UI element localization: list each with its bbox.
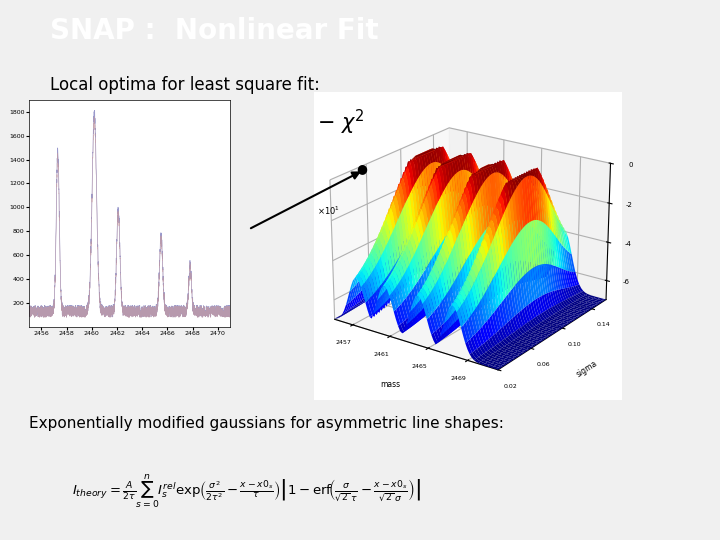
Text: Local optima for least square fit:: Local optima for least square fit:: [50, 77, 320, 94]
Y-axis label: sigma: sigma: [575, 359, 599, 379]
Text: ●: ●: [356, 162, 367, 175]
Text: $-\ \chi^2$: $-\ \chi^2$: [317, 108, 364, 137]
Text: $\times 10^1$: $\times 10^1$: [318, 205, 340, 217]
X-axis label: mass: mass: [380, 380, 400, 389]
Text: SNAP :  Nonlinear Fit: SNAP : Nonlinear Fit: [50, 17, 379, 45]
Text: $I_{theory} = \frac{A}{2\tau}\sum_{s=0}^{n}I_s^{rel}\exp\!\left(\frac{\sigma^2}{: $I_{theory} = \frac{A}{2\tau}\sum_{s=0}^…: [72, 473, 421, 510]
Text: Exponentially modified gaussians for asymmetric line shapes:: Exponentially modified gaussians for asy…: [29, 416, 504, 431]
